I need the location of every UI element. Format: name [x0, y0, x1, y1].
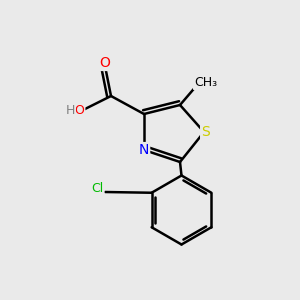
- Text: Cl: Cl: [92, 182, 104, 196]
- Text: N: N: [139, 143, 149, 157]
- Text: O: O: [75, 104, 84, 118]
- Text: S: S: [201, 125, 210, 139]
- Text: H: H: [66, 104, 75, 118]
- Text: O: O: [100, 56, 110, 70]
- Text: CH₃: CH₃: [194, 76, 217, 89]
